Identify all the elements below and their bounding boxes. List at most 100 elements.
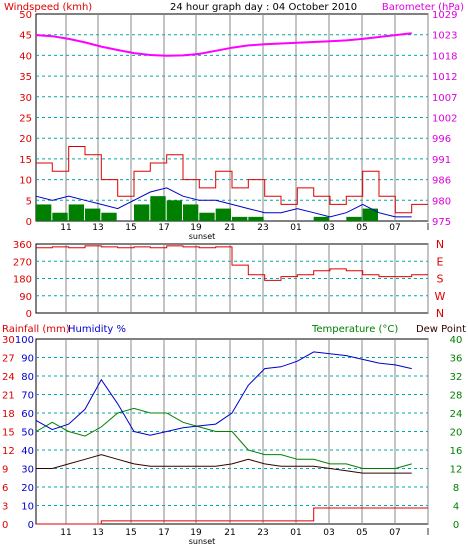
humidity-tick-label: 80 <box>21 372 34 383</box>
wind-panel-x-tick-label: 19 <box>190 223 202 233</box>
humidity-tick-label: 40 <box>21 446 34 457</box>
wind-panel-x-tick-label: 11 <box>60 223 71 233</box>
windspeed-tick-label: 20 <box>19 134 32 145</box>
windspeed-tick-label: 25 <box>19 114 32 125</box>
rainfall-axis-title: Rainfall (mm) <box>2 324 70 335</box>
direction-compass-label: N <box>436 307 444 320</box>
humidity-tick-label: 70 <box>21 391 34 402</box>
wind-gust-bar <box>166 200 182 221</box>
wind-panel-x-tick-label: 07 <box>389 223 400 233</box>
humidity-tick-label: 0 <box>28 520 34 531</box>
barometer-tick-label: 980 <box>432 196 451 207</box>
direction-compass-label: W <box>435 290 446 303</box>
windspeed-tick-label: 50 <box>19 10 32 21</box>
temperature-tick-label: 12 <box>450 465 463 476</box>
temperature-tick-label: 8 <box>453 483 459 494</box>
wind-gust-bar <box>52 212 68 221</box>
temperature-tick-label: 20 <box>450 428 463 439</box>
barometer-tick-label: 1029 <box>432 10 457 21</box>
wind-gust-bar <box>134 204 150 221</box>
temperature-panel-x-tick-label: 13 <box>92 528 103 538</box>
temperature-panel-x-tick-label: 07 <box>389 528 400 538</box>
barometer-line <box>35 32 412 57</box>
wind-panel-x-tick-label: 13 <box>92 223 103 233</box>
wind-gust-bar <box>232 216 248 221</box>
wind-gust-bar <box>248 216 264 221</box>
barometer-tick-label: 975 <box>432 217 451 228</box>
rainfall-tick-label: 18 <box>2 409 15 420</box>
humidity-tick-label: 50 <box>21 428 34 439</box>
windspeed-tick-label: 45 <box>19 31 32 42</box>
wind-direction-line <box>36 245 428 281</box>
wind-panel-x-tick-label: 23 <box>257 223 268 233</box>
barometer-tick-label: 1007 <box>432 93 457 104</box>
windspeed-tick-label: 40 <box>19 51 32 62</box>
wind-panel-x-tick-label: 01 <box>290 223 301 233</box>
wind-gust-bar <box>346 216 362 221</box>
barometer-axis-title: Barometer (hPa) <box>382 2 464 13</box>
wind-panel-x-tick-label: 03 <box>323 223 334 233</box>
direction-degree-label: 360 <box>13 240 32 251</box>
barometer-tick-label: 996 <box>432 134 451 145</box>
temperature-axis-title: Temperature (°C) <box>311 324 398 335</box>
windspeed-axis-title: Windspeed (kmh) <box>4 2 92 13</box>
barometer-tick-label: 1018 <box>432 51 457 62</box>
temperature-tick-label: 16 <box>450 446 463 457</box>
temperature-tick-label: 40 <box>450 335 463 346</box>
wind-gust-bar <box>313 216 329 221</box>
rainfall-tick-label: 24 <box>2 372 15 383</box>
windspeed-tick-label: 5 <box>26 196 32 207</box>
temperature-panel-x-tick-label: l <box>427 528 430 538</box>
wind-panel-x-tick-label: 17 <box>158 223 169 233</box>
windspeed-tick-label: 35 <box>19 72 32 83</box>
temperature-panel-x-tick-label: 23 <box>257 528 268 538</box>
wind-gust-bar <box>101 212 117 221</box>
barometer-tick-label: 1002 <box>432 114 457 125</box>
temperature-panel-x-tick-label: 21 <box>224 528 235 538</box>
humidity-tick-label: 90 <box>21 354 34 365</box>
wind-gust-bar <box>215 208 231 221</box>
dew-point-line <box>36 454 412 474</box>
barometer-tick-label: 1023 <box>432 31 457 42</box>
direction-degree-label: 270 <box>13 257 32 268</box>
wind-speed-line <box>36 146 428 214</box>
direction-degree-label: 0 <box>26 309 32 320</box>
direction-compass-label: S <box>437 273 444 286</box>
temperature-tick-label: 28 <box>450 391 463 402</box>
humidity-line <box>35 351 412 436</box>
temperature-sunset-label: sunset <box>189 537 216 546</box>
rainfall-tick-label: 12 <box>2 446 15 457</box>
direction-degree-label: 180 <box>13 275 32 286</box>
humidity-tick-label: 30 <box>21 465 34 476</box>
temperature-tick-label: 24 <box>450 409 463 420</box>
wind-panel-x-tick-label: 21 <box>224 223 235 233</box>
rainfall-tick-label: 27 <box>2 354 15 365</box>
wind-sunset-label: sunset <box>189 232 216 241</box>
rainfall-tick-label: 3 <box>2 502 8 513</box>
wind-panel-x-tick-label: 05 <box>356 223 367 233</box>
temperature-panel-x-tick-label: 03 <box>323 528 334 538</box>
windspeed-tick-label: 0 <box>26 217 32 228</box>
barometer-tick-label: 991 <box>432 155 451 166</box>
humidity-axis-title: Humidity % <box>68 324 126 335</box>
barometer-tick-label: 986 <box>432 176 451 187</box>
direction-compass-label: N <box>436 238 444 251</box>
temperature-panel-x-tick-label: 17 <box>158 528 169 538</box>
windspeed-tick-label: 30 <box>19 93 32 104</box>
temperature-panel-x-tick-label: 15 <box>125 528 136 538</box>
direction-compass-label: E <box>437 255 444 268</box>
temperature-panel-x-tick-label: 01 <box>290 528 301 538</box>
rainfall-tick-label: 21 <box>2 391 15 402</box>
wind-gust-bar <box>68 204 84 221</box>
barometer-tick-label: 1012 <box>432 72 457 83</box>
humidity-tick-label: 100 <box>15 335 34 346</box>
windspeed-tick-label: 15 <box>19 155 32 166</box>
humidity-tick-label: 10 <box>21 502 34 513</box>
temperature-tick-label: 32 <box>450 372 463 383</box>
humidity-tick-label: 20 <box>21 483 34 494</box>
temperature-panel-x-tick-label: 05 <box>356 528 367 538</box>
wind-gust-bar <box>362 208 378 221</box>
rainfall-tick-label: 0 <box>2 520 8 531</box>
direction-degree-label: 90 <box>19 292 32 303</box>
